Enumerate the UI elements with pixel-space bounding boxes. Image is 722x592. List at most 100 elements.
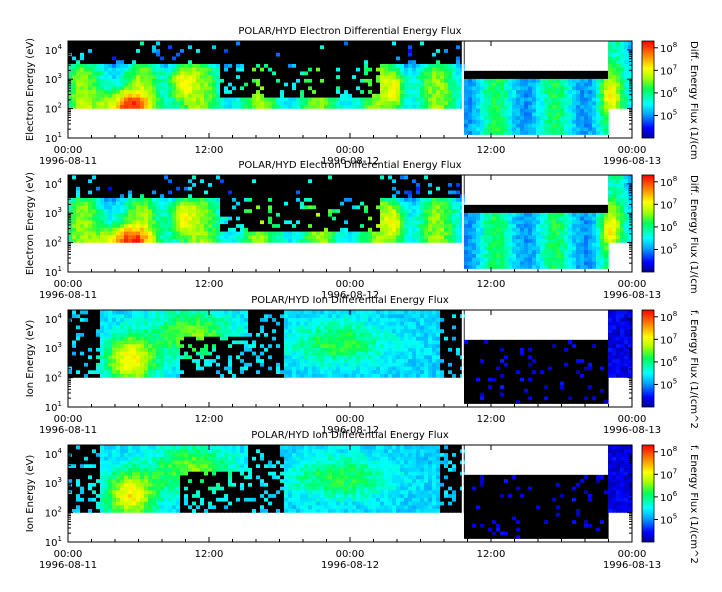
y-tick-label: 102 (45, 102, 62, 116)
colorbar-label: f. Energy Flux (1/(cm^2 (688, 445, 699, 564)
y-axis: 101 102 103 104 (45, 40, 632, 145)
spectrogram-cells (68, 175, 633, 272)
x-tick-time: 00:00 (336, 414, 365, 425)
spectrogram-cells (68, 41, 633, 138)
spectrogram-panel: POLAR/HYD Ion Differential Energy Flux 10… (25, 295, 699, 436)
x-tick-time: 00:00 (54, 145, 83, 156)
x-tick-time: 00:00 (618, 145, 647, 156)
panel-title: POLAR/HYD Ion Differential Energy Flux (251, 295, 449, 306)
colorbar-tick-label: 105 (660, 242, 677, 256)
colorbar: 105 106 107 108 f. Energy Flux (1/(cm^2 (641, 309, 699, 429)
y-axis: 101 102 103 104 (45, 444, 632, 549)
colorbar-tick-label: 107 (660, 197, 677, 211)
colorbar-tick-label: 107 (660, 332, 677, 346)
y-tick-label: 102 (45, 371, 62, 385)
spectrogram-panel: POLAR/HYD Electron Differential Energy F… (25, 160, 699, 301)
x-tick-date: 1996-08-11 (39, 156, 97, 167)
x-tick-date: 1996-08-13 (603, 560, 661, 571)
colorbar-tick-label: 106 (660, 86, 678, 100)
y-axis-label: Electron Energy (eV) (25, 38, 36, 141)
x-tick-date: 1996-08-13 (603, 156, 661, 167)
colorbar: 105 106 107 108 Diff. Energy Flux (1/(cm (641, 40, 699, 160)
x-tick-time: 00:00 (336, 549, 365, 560)
colorbar-scale (641, 309, 655, 408)
colorbar-tick-label: 105 (660, 512, 677, 526)
x-tick-time: 00:00 (54, 414, 83, 425)
x-tick-time: 12:00 (477, 549, 506, 560)
colorbar-scale (641, 444, 655, 543)
x-tick-date: 1996-08-12 (321, 560, 379, 571)
x-tick-time: 00:00 (54, 549, 83, 560)
x-tick-time: 12:00 (477, 145, 506, 156)
x-tick-time: 00:00 (336, 279, 365, 290)
x-tick-date: 1996-08-11 (39, 560, 97, 571)
colorbar-tick-label: 106 (660, 355, 678, 369)
y-tick-label: 102 (45, 506, 62, 520)
y-axis: 101 102 103 104 (45, 309, 632, 414)
colorbar-tick-label: 106 (660, 490, 678, 504)
y-tick-label: 101 (45, 535, 62, 549)
colorbar-scale (641, 40, 655, 139)
colorbar: 105 106 107 108 f. Energy Flux (1/(cm^2 (641, 444, 699, 564)
x-tick-date: 1996-08-12 (321, 290, 379, 301)
x-tick-time: 00:00 (54, 279, 83, 290)
x-tick-time: 12:00 (477, 279, 506, 290)
colorbar-label: Diff. Energy Flux (1/(cm (688, 175, 699, 294)
y-tick-label: 104 (45, 312, 63, 326)
spectrogram-panel: POLAR/HYD Electron Differential Energy F… (25, 26, 699, 167)
x-tick-date: 1996-08-13 (603, 425, 661, 436)
colorbar-tick-label: 108 (660, 445, 677, 459)
colorbar-tick-label: 107 (660, 467, 677, 481)
y-tick-label: 102 (45, 236, 62, 250)
spectrogram-panel: POLAR/HYD Ion Differential Energy Flux 10… (25, 430, 699, 571)
colorbar-tick-label: 108 (660, 175, 677, 189)
panel-title: POLAR/HYD Electron Differential Energy F… (238, 160, 461, 171)
y-axis: 101 102 103 104 (45, 174, 632, 279)
x-tick-time: 12:00 (195, 414, 224, 425)
colorbar-scale (641, 174, 655, 273)
x-tick-date: 1996-08-11 (39, 425, 97, 436)
y-tick-label: 103 (45, 72, 62, 86)
x-tick-time: 12:00 (195, 549, 224, 560)
colorbar-tick-label: 105 (660, 108, 677, 122)
spectrogram-cells (68, 310, 633, 407)
y-tick-label: 104 (45, 177, 63, 191)
y-tick-label: 103 (45, 206, 62, 220)
y-tick-label: 104 (45, 43, 63, 57)
colorbar-tick-label: 108 (660, 41, 677, 55)
y-tick-label: 103 (45, 341, 62, 355)
colorbar-tick-label: 106 (660, 220, 678, 234)
y-tick-label: 103 (45, 476, 62, 490)
x-tick-date: 1996-08-13 (603, 290, 661, 301)
y-tick-label: 101 (45, 131, 62, 145)
x-tick-time: 00:00 (336, 145, 365, 156)
x-tick-date: 1996-08-12 (321, 425, 379, 436)
x-tick-time: 12:00 (195, 279, 224, 290)
y-tick-label: 104 (45, 447, 63, 461)
x-tick-time: 12:00 (195, 145, 224, 156)
y-axis-label: Ion Energy (eV) (25, 455, 36, 533)
y-axis-label: Ion Energy (eV) (25, 320, 36, 398)
x-tick-date: 1996-08-11 (39, 290, 97, 301)
colorbar-label: Diff. Energy Flux (1/(cm (688, 41, 699, 160)
colorbar-label: f. Energy Flux (1/(cm^2 (688, 310, 699, 429)
spectrogram-cells (68, 445, 633, 542)
x-tick-date: 1996-08-12 (321, 156, 379, 167)
panel-title: POLAR/HYD Electron Differential Energy F… (238, 26, 461, 37)
x-tick-time: 00:00 (618, 414, 647, 425)
colorbar-tick-label: 108 (660, 310, 677, 324)
y-tick-label: 101 (45, 265, 62, 279)
colorbar: 105 106 107 108 Diff. Energy Flux (1/(cm (641, 174, 699, 294)
colorbar-tick-label: 105 (660, 377, 677, 391)
y-axis-label: Electron Energy (eV) (25, 172, 36, 275)
y-tick-label: 101 (45, 400, 62, 414)
x-tick-time: 00:00 (618, 549, 647, 560)
panel-title: POLAR/HYD Ion Differential Energy Flux (251, 430, 449, 441)
x-tick-time: 00:00 (618, 279, 647, 290)
colorbar-tick-label: 107 (660, 63, 677, 77)
